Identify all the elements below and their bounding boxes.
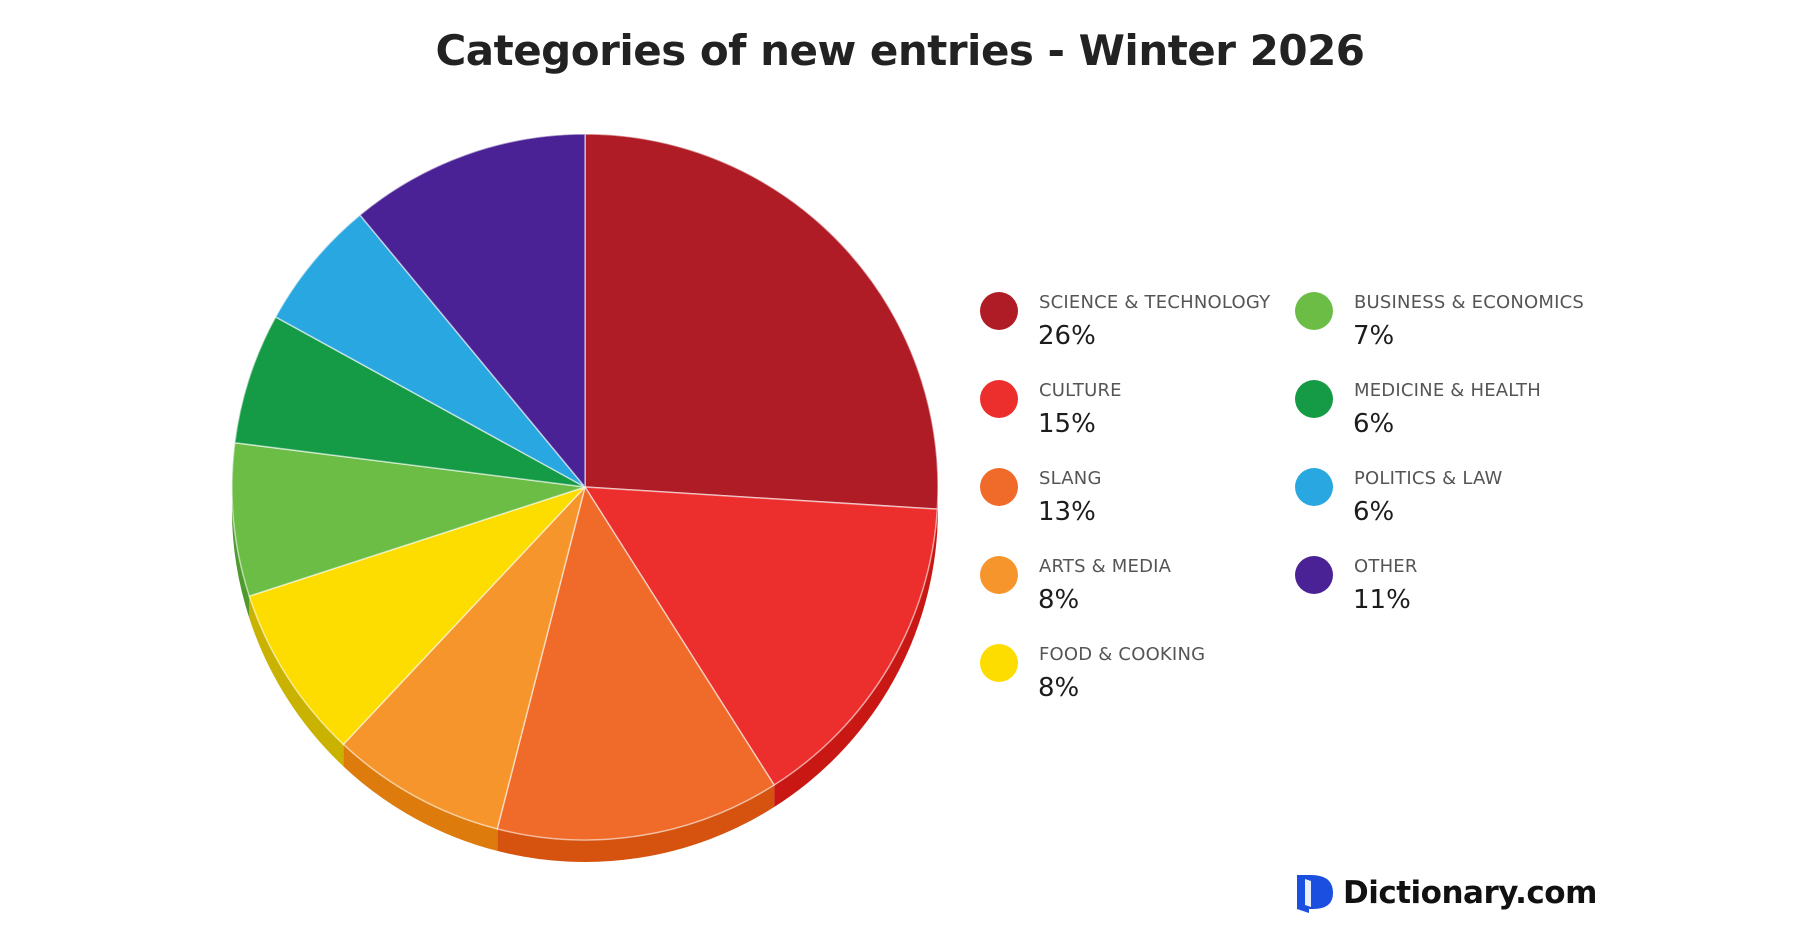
legend-swatch-icon <box>980 468 1018 506</box>
legend-swatch-icon <box>1295 380 1333 418</box>
legend-value: 8% <box>1038 673 1080 703</box>
legend-swatch-icon <box>980 644 1018 682</box>
pie-slice-edge <box>774 509 938 808</box>
pie-slice <box>233 315 586 488</box>
legend-label: MEDICINE & HEALTH <box>1354 380 1541 401</box>
pie-slice <box>248 486 586 746</box>
legend-value: 26% <box>1038 321 1096 351</box>
pie-slice-edge <box>249 596 344 767</box>
pie-slice <box>358 133 586 490</box>
legend-swatch-icon <box>1295 468 1333 506</box>
legend-item: BUSINESS & ECONOMICS 7% <box>1295 288 1615 368</box>
legend-label: CULTURE <box>1039 380 1122 401</box>
legend-label: SLANG <box>1039 468 1102 489</box>
legend-label: FOOD & COOKING <box>1039 644 1206 665</box>
legend-label: SCIENCE & TECHNOLOGY <box>1039 292 1271 313</box>
legend-item: FOOD & COOKING 8% <box>980 640 1300 720</box>
legend-value: 6% <box>1353 497 1395 527</box>
legend-item: CULTURE 15% <box>980 376 1300 456</box>
dictionary-logo-icon <box>1297 875 1333 913</box>
legend-value: 11% <box>1353 585 1411 615</box>
legend-swatch-icon <box>980 380 1018 418</box>
pie-slice <box>274 213 586 488</box>
pie-slices <box>231 133 939 841</box>
legend-value: 6% <box>1353 409 1395 439</box>
legend-label: ARTS & MEDIA <box>1039 556 1172 577</box>
legend-value: 7% <box>1353 321 1395 351</box>
pie-slice-edge <box>497 785 775 862</box>
legend-swatch-icon <box>980 292 1018 330</box>
legend-value: 13% <box>1038 497 1096 527</box>
legend-item: MEDICINE & HEALTH 6% <box>1295 376 1615 456</box>
brand-name: Dictionary.com <box>1343 875 1597 911</box>
brand-logo: Dictionary.com <box>1297 873 1597 913</box>
pie-slice <box>231 441 586 598</box>
legend-value: 15% <box>1038 409 1096 439</box>
legend-item: SCIENCE & TECHNOLOGY 26% <box>980 288 1300 368</box>
legend-label: POLITICS & LAW <box>1354 468 1503 489</box>
pie-slice <box>584 133 939 510</box>
legend-item: SLANG 13% <box>980 464 1300 544</box>
pie-slice-edge <box>343 744 498 851</box>
legend-item: OTHER 11% <box>1295 552 1615 632</box>
legend-swatch-icon <box>1295 292 1333 330</box>
legend-value: 8% <box>1038 585 1080 615</box>
chart-legend: SCIENCE & TECHNOLOGY 26% CULTURE 15% SLA… <box>980 288 1620 728</box>
pie-slice <box>342 486 586 830</box>
pie-slice <box>583 486 939 787</box>
legend-swatch-icon <box>1295 556 1333 594</box>
pie-slice <box>496 485 776 841</box>
legend-swatch-icon <box>980 556 1018 594</box>
chart-title: Categories of new entries - Winter 2026 <box>435 26 1365 75</box>
legend-item: ARTS & MEDIA 8% <box>980 552 1300 632</box>
legend-label: BUSINESS & ECONOMICS <box>1354 292 1585 313</box>
legend-item: POLITICS & LAW 6% <box>1295 464 1615 544</box>
legend-label: OTHER <box>1354 556 1418 577</box>
